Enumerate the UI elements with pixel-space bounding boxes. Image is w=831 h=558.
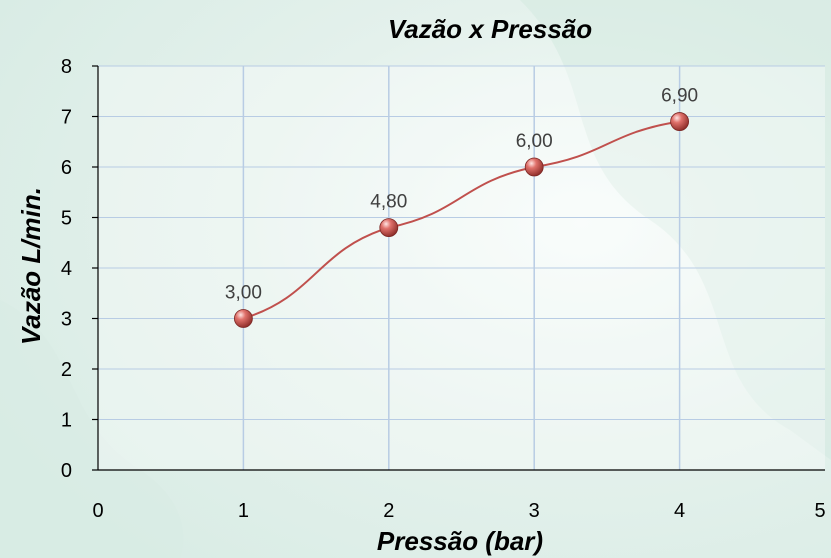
chart-title: Vazão x Pressão	[388, 14, 592, 44]
y-tick-label-0: 0	[61, 460, 72, 482]
x-axis-title: Pressão (bar)	[377, 526, 543, 556]
y-tick-label-2: 2	[61, 359, 72, 381]
data-labels: 3,00 4,80 6,00 6,90	[225, 86, 698, 304]
axes	[92, 65, 825, 471]
x-tick-label-3: 3	[529, 500, 540, 522]
data-label-3: 6,00	[516, 131, 553, 152]
y-tick-label-1: 1	[61, 410, 72, 432]
y-tick-label-5: 5	[61, 208, 72, 230]
x-tick-label-2: 2	[383, 500, 394, 522]
y-tick-label-7: 7	[61, 107, 72, 129]
y-tick-labels: 0 1 2 3 4 5 6 7 8	[61, 56, 72, 482]
background-swirl-2	[0, 300, 184, 558]
x-tick-label-5: 5	[814, 500, 825, 522]
grid	[98, 65, 825, 470]
background-swirl	[520, 0, 831, 460]
data-point-1	[233, 309, 253, 328]
x-tick-label-4: 4	[674, 500, 685, 522]
data-point-3	[524, 157, 544, 177]
y-tick-label-8: 8	[61, 56, 72, 78]
y-tick-label-6: 6	[61, 157, 72, 179]
data-label-1: 3,00	[225, 283, 262, 304]
x-tick-labels: 0 1 2 3 4 5	[92, 500, 825, 522]
y-tick-label-3: 3	[61, 309, 72, 331]
data-point-2	[379, 218, 399, 238]
data-label-2: 4,80	[370, 192, 407, 213]
y-tick-label-4: 4	[61, 258, 72, 280]
x-tick-label-1: 1	[238, 500, 249, 522]
x-tick-label-0: 0	[92, 500, 103, 522]
series	[233, 112, 689, 328]
data-point-4	[670, 112, 689, 131]
data-label-4: 6,90	[661, 86, 698, 107]
y-axis-title: Vazão L/min.	[16, 187, 46, 345]
series-line	[243, 120, 680, 320]
